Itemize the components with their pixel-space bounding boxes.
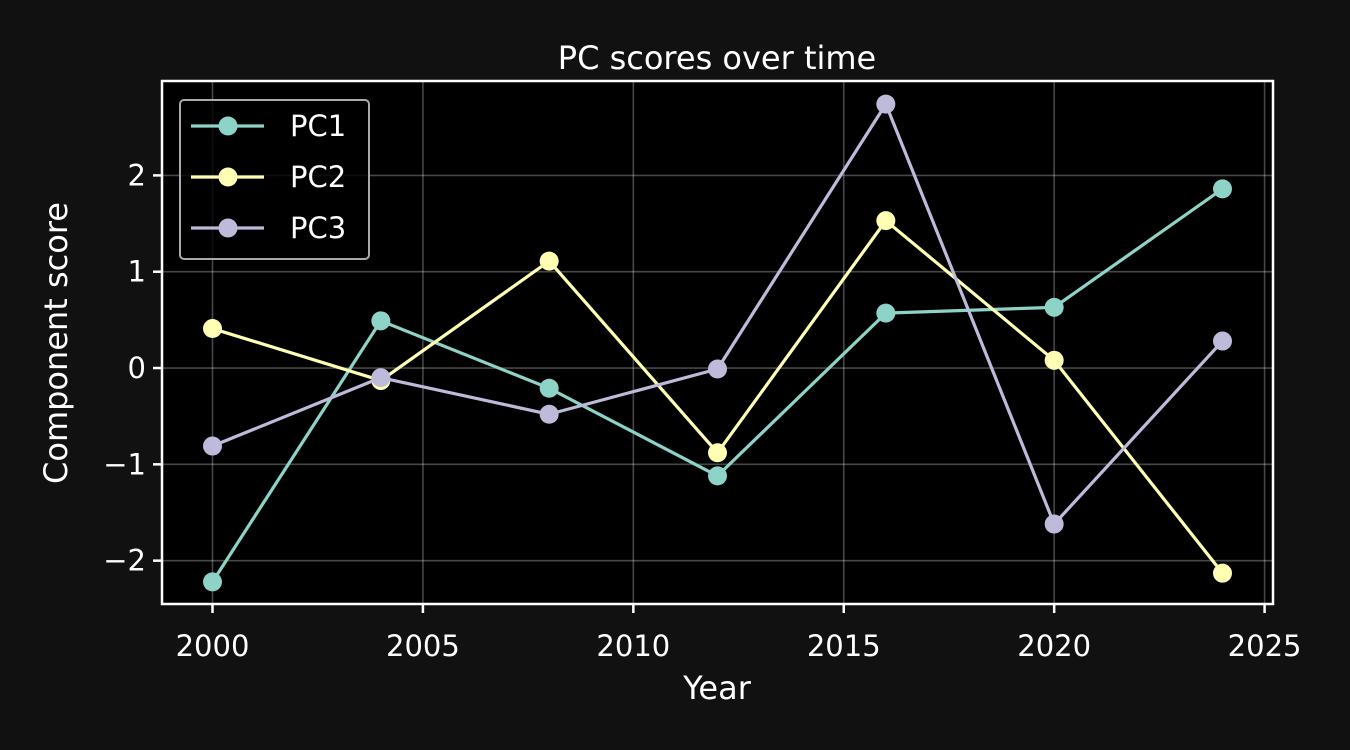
data-point-pc3: [539, 404, 559, 424]
x-tick-label: 2010: [596, 629, 670, 663]
data-point-pc2: [539, 251, 559, 271]
legend-label: PC2: [290, 160, 346, 194]
y-tick-label: 0: [128, 351, 146, 385]
legend-item-pc3: PC3: [191, 211, 346, 245]
y-tick-label: −2: [103, 544, 146, 578]
grid: [162, 81, 1273, 604]
data-point-pc3: [876, 94, 896, 114]
plot-frame: [160, 79, 1275, 606]
data-point-pc2: [1044, 350, 1064, 370]
data-point-pc2: [708, 443, 727, 463]
legend-label: PC3: [290, 211, 346, 245]
data-point-pc1: [876, 303, 896, 323]
axes: 2000 2005 2010 2015 2020 2025 −2 −1 0 1 2: [103, 158, 1301, 663]
data-point-pc1: [203, 572, 222, 592]
legend: PC1 PC2 PC3: [179, 99, 370, 260]
data-point-pc1: [708, 466, 727, 486]
series-pc1: [203, 179, 1232, 592]
data-point-pc3: [1213, 331, 1232, 351]
legend-label: PC1: [290, 109, 346, 143]
data-point-pc1: [371, 311, 391, 331]
series-pc3: [203, 94, 1232, 534]
y-tick-label: 2: [128, 158, 146, 192]
data-point-pc3: [371, 368, 391, 388]
y-tick-label: 1: [128, 255, 146, 289]
y-tick-label: −1: [103, 447, 146, 481]
x-tick-label: 2015: [807, 629, 881, 663]
data-point-pc3: [1044, 514, 1064, 534]
data-point-pc3: [708, 359, 727, 379]
legend-marker: [218, 167, 238, 187]
chart-title: PC scores over time: [558, 39, 876, 77]
legend-marker: [218, 116, 238, 136]
x-tick-label: 2005: [386, 629, 460, 663]
data-point-pc1: [1044, 297, 1064, 317]
y-axis-label: Component score: [37, 202, 75, 484]
data-point-pc2: [876, 211, 896, 231]
legend-item-pc2: PC2: [191, 160, 346, 194]
data-point-pc3: [203, 436, 222, 456]
data-point-pc2: [1213, 563, 1232, 583]
x-tick-label: 2020: [1017, 629, 1091, 663]
legend-item-pc1: PC1: [191, 109, 346, 143]
data-point-pc2: [203, 319, 222, 339]
legend-marker: [218, 218, 238, 238]
x-axis-label: Year: [682, 669, 752, 707]
series-layer: [203, 94, 1232, 592]
x-tick-label: 2025: [1228, 629, 1302, 663]
data-point-pc1: [539, 378, 559, 398]
data-point-pc1: [1213, 179, 1232, 199]
x-tick-label: 2000: [176, 629, 250, 663]
